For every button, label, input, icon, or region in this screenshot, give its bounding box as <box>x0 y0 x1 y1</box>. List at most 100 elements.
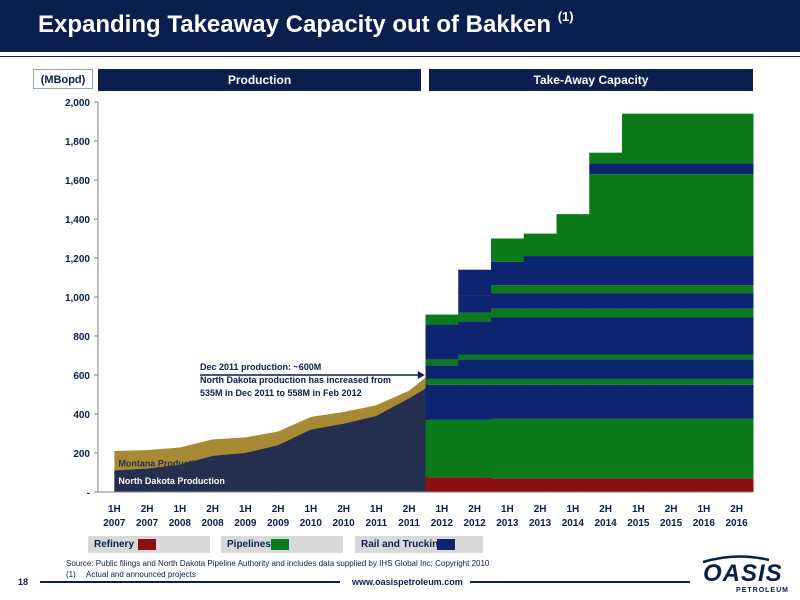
capacity-segment-pipelines <box>556 354 590 360</box>
capacity-segment-pipelines <box>556 285 590 294</box>
y-tick-label: 1,800 <box>65 137 90 148</box>
capacity-segment-refinery <box>425 477 459 492</box>
capacity-segment-rail <box>458 269 492 296</box>
capacity-segment-pipelines <box>720 285 754 294</box>
capacity-segment-pipelines <box>491 354 525 360</box>
footer-rule-left <box>40 581 340 583</box>
x-tick-label-half: 1H <box>697 504 710 515</box>
capacity-segment-rail <box>687 317 721 355</box>
source-note: Source: Public filings and North Dakota … <box>66 559 490 568</box>
capacity-segment-pipelines <box>654 308 688 318</box>
title-rule <box>0 52 800 55</box>
capacity-segment-pipelines <box>491 238 525 262</box>
capacity-segment-rail <box>556 359 590 379</box>
legend-label-pipelines: Pipelines <box>227 539 271 550</box>
capacity-segment-rail <box>491 384 525 419</box>
y-tick-label: 400 <box>73 410 90 421</box>
footnote-number: (1) <box>66 570 76 579</box>
capacity-segment-pipelines <box>523 418 557 479</box>
x-tick-label-half: 1H <box>501 504 514 515</box>
capacity-segment-rail <box>458 321 492 355</box>
capacity-segment-rail <box>687 359 721 379</box>
y-tick-label: 1,400 <box>65 215 90 226</box>
x-tick-label-year: 2009 <box>234 518 257 529</box>
capacity-segment-pipelines <box>622 174 656 257</box>
x-tick-label-year: 2008 <box>169 518 192 529</box>
capacity-segment-pipelines <box>458 312 492 322</box>
capacity-segment-rail <box>589 293 623 309</box>
capacity-segment-pipelines <box>654 418 688 479</box>
capacity-segment-rail <box>622 359 656 379</box>
capacity-segment-pipelines <box>687 113 721 164</box>
capacity-segment-pipelines <box>491 308 525 318</box>
capacity-segment-pipelines <box>654 378 688 385</box>
x-tick-label-year: 2015 <box>660 518 683 529</box>
capacity-segment-pipelines <box>589 418 623 479</box>
page-number: 18 <box>18 577 29 587</box>
capacity-segment-rail <box>654 293 688 309</box>
annotation-line: Dec 2011 production: ~600M <box>200 362 321 372</box>
title-footnote-marker: (1) <box>557 9 574 24</box>
capacity-segment-pipelines <box>491 418 525 479</box>
capacity-segment-refinery <box>458 477 492 492</box>
capacity-segment-rail <box>720 163 754 175</box>
capacity-segment-pipelines <box>425 378 459 385</box>
capacity-segment-pipelines <box>622 418 656 479</box>
capacity-segment-rail <box>556 317 590 355</box>
capacity-segment-rail <box>622 163 656 175</box>
x-tick-label-half: 1H <box>435 504 448 515</box>
capacity-segment-rail <box>491 317 525 355</box>
capacity-segment-rail <box>654 256 688 286</box>
x-tick-label-year: 2012 <box>431 518 454 529</box>
section-header-production: Production <box>98 69 421 91</box>
capacity-segment-rail <box>491 261 525 286</box>
capacity-segment-rail <box>523 256 557 286</box>
capacity-segment-rail <box>687 256 721 286</box>
capacity-segment-rail <box>589 384 623 419</box>
website-link[interactable]: www.oasispetroleum.com <box>352 577 463 587</box>
capacity-segment-rail <box>556 293 590 309</box>
capacity-segment-pipelines <box>425 419 459 478</box>
legend-swatch-refinery <box>138 539 156 550</box>
x-tick-label-year: 2008 <box>202 518 225 529</box>
capacity-segment-pipelines <box>556 214 590 257</box>
capacity-segment-rail <box>622 384 656 419</box>
capacity-segment-rail <box>622 293 656 309</box>
x-tick-label-half: 2H <box>206 504 219 515</box>
capacity-segment-pipelines <box>589 308 623 318</box>
capacity-segment-rail <box>425 365 459 379</box>
capacity-segment-rail <box>720 293 754 309</box>
capacity-segment-pipelines <box>720 113 754 164</box>
annotation-line: 535M in Dec 2011 to 558M in Feb 2012 <box>200 388 362 398</box>
capacity-segment-refinery <box>589 478 623 492</box>
title-bar: Expanding Takeaway Capacity out of Bakke… <box>0 0 800 52</box>
x-tick-label-year: 2009 <box>267 518 290 529</box>
capacity-segment-pipelines <box>523 233 557 257</box>
x-tick-label-year: 2010 <box>333 518 356 529</box>
capacity-segment-refinery <box>720 478 754 492</box>
capacity-segment-refinery <box>654 478 688 492</box>
x-tick-label-half: 1H <box>304 504 317 515</box>
x-tick-label-half: 2H <box>665 504 678 515</box>
x-tick-label-year: 2010 <box>300 518 323 529</box>
capacity-segment-rail <box>589 256 623 286</box>
capacity-segment-rail <box>720 256 754 286</box>
capacity-segment-pipelines <box>491 378 525 385</box>
annotation-line: North Dakota production has increased fr… <box>200 375 391 385</box>
y-tick-label: 2,000 <box>65 98 90 109</box>
x-tick-label-half: 2H <box>272 504 285 515</box>
capacity-segment-rail <box>458 359 492 379</box>
capacity-segment-pipelines <box>589 152 623 164</box>
title-rule-thin <box>0 56 800 57</box>
capacity-segment-rail <box>523 317 557 355</box>
y-tick-label: 800 <box>73 332 90 343</box>
capacity-segment-pipelines <box>720 174 754 257</box>
footer-rule-right <box>470 581 690 583</box>
legend-item-refinery: Refinery <box>88 536 210 553</box>
capacity-segment-refinery <box>523 478 557 492</box>
capacity-segment-rail <box>425 324 459 360</box>
x-tick-label-half: 1H <box>632 504 645 515</box>
capacity-segment-pipelines <box>720 378 754 385</box>
footnote: (1) Actual and announced projects <box>66 570 196 579</box>
capacity-segment-rail <box>523 293 557 309</box>
